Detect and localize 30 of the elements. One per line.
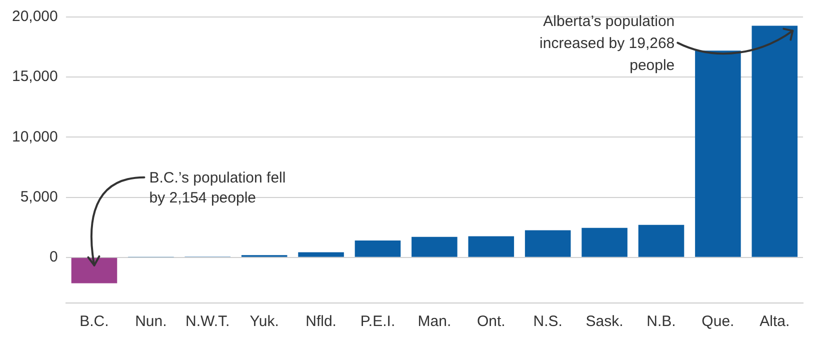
x-tick-label: N.S. [533, 313, 562, 330]
bar [298, 252, 344, 257]
bar [695, 50, 741, 257]
x-tick-label: N.B. [646, 313, 676, 330]
bar [71, 258, 118, 284]
x-tick-label: Man. [418, 313, 452, 330]
y-tick-label: 15,000 [12, 68, 58, 86]
x-tick-label: P.E.I. [360, 313, 396, 330]
x-tick-label: Sask. [586, 313, 624, 330]
y-tick-label: 20,000 [12, 8, 58, 26]
x-tick-label: Que. [702, 313, 734, 330]
x-tick-label: B.C. [80, 313, 109, 330]
bar [752, 26, 798, 257]
annotation: Alberta’s population increased by 19,268 people [540, 12, 675, 74]
x-tick-label: Yuk. [250, 313, 279, 330]
bar [524, 230, 571, 257]
x-tick-label: Ont. [476, 313, 506, 330]
y-tick-label: 10,000 [12, 128, 58, 146]
bar [412, 236, 458, 257]
y-tick-label: 5,000 [20, 188, 58, 206]
x-tick-label: Nfld. [306, 313, 336, 330]
bar [468, 236, 514, 257]
annotation: B.C.’s population fell by 2,154 people [149, 169, 286, 206]
x-tick-label: N.W.T. [186, 313, 230, 330]
x-tick-label: Alta. [760, 313, 790, 330]
bar [638, 224, 684, 257]
bar [354, 240, 401, 257]
bar [582, 228, 628, 257]
x-tick-label: Nun. [135, 313, 167, 330]
y-tick-label: 0 [50, 248, 58, 266]
